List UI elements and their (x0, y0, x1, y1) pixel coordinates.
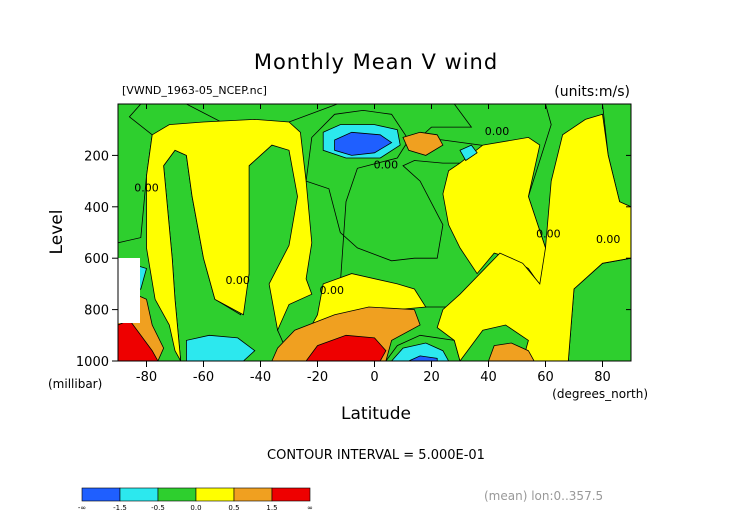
x-axis-label: Latitude (341, 404, 411, 424)
contour-region-zero-to-0-5 (146, 118, 313, 361)
contour-label: 0.00 (134, 181, 159, 194)
x-tick-label: -80 (136, 370, 157, 385)
mean-note: (mean) lon:0..357.5 (484, 489, 603, 503)
x-tick-label: -20 (307, 370, 328, 385)
contour-label: 0.00 (225, 274, 250, 287)
x-tick-label: 60 (537, 370, 554, 385)
contour-region-lt-neg1-5 (334, 131, 393, 156)
contour-region-lt-neg1-5 (408, 355, 438, 361)
x-axis-units: (degrees_north) (552, 387, 648, 401)
y-tick-label: 400 (84, 201, 109, 216)
colorbar-label: -∞ (78, 504, 86, 512)
colorbar-swatch (233, 487, 273, 502)
colorbar-swatch (271, 487, 311, 502)
chart-title: Monthly Mean V wind (254, 50, 498, 74)
file-label: [VWND_1963-05_NCEP.nc] (122, 84, 267, 97)
x-tick-label: -40 (250, 370, 271, 385)
contour-region-p0-5-to-1-5 (488, 342, 535, 361)
x-tick-label: 40 (480, 370, 497, 385)
colorbar-label: 0.0 (190, 504, 201, 512)
plot-area: 0.00 0.00 0.00 0.00 0.00 0.00 0.00 (118, 104, 631, 361)
colorbar-swatch (157, 487, 197, 502)
y-tick-label: 600 (84, 252, 109, 267)
x-tick-label: 80 (594, 370, 611, 385)
contour-label: 0.00 (536, 228, 561, 241)
contour-region-neg1-5-to-neg0-5 (185, 334, 256, 361)
y-tick-label: 200 (84, 149, 109, 164)
colorbar: -∞ -1.5 -0.5 0.0 0.5 1.5 ∞ (78, 487, 313, 512)
contour-region-zero-to-0-5 (436, 113, 631, 361)
y-tick-label: 1000 (76, 355, 109, 370)
contour-label: 0.00 (374, 158, 399, 171)
y-axis-label: Level (47, 210, 67, 255)
x-tick-label: -60 (193, 370, 214, 385)
missing-data-patch (118, 258, 140, 323)
contour-label: 0.00 (320, 284, 345, 297)
colorbar-label: -0.5 (151, 504, 165, 512)
colorbar-swatch (119, 487, 159, 502)
colorbar-swatch (81, 487, 121, 502)
x-tick-label: 0 (370, 370, 378, 385)
colorbar-label: ∞ (307, 504, 313, 512)
contour-region-neg1-5-to-neg0-5 (459, 144, 478, 162)
x-tick-label: 20 (423, 370, 440, 385)
y-axis-units: (millibar) (48, 377, 102, 391)
contour-interval-note: CONTOUR INTERVAL = 5.000E-01 (267, 448, 485, 463)
contour-region-p0-5-to-1-5 (402, 131, 444, 156)
y-tick-label: 800 (84, 304, 109, 319)
contour-region-gt-1-5 (305, 334, 387, 361)
contour-label: 0.00 (596, 233, 621, 246)
units-label: (units:m/s) (554, 84, 630, 100)
colorbar-label: 1.5 (266, 504, 277, 512)
colorbar-label: 0.5 (228, 504, 239, 512)
contour-label: 0.00 (485, 125, 510, 138)
colorbar-label: -1.5 (113, 504, 127, 512)
contour-region-neg1-5-to-neg0-5 (391, 342, 450, 361)
colorbar-swatch (195, 487, 235, 502)
